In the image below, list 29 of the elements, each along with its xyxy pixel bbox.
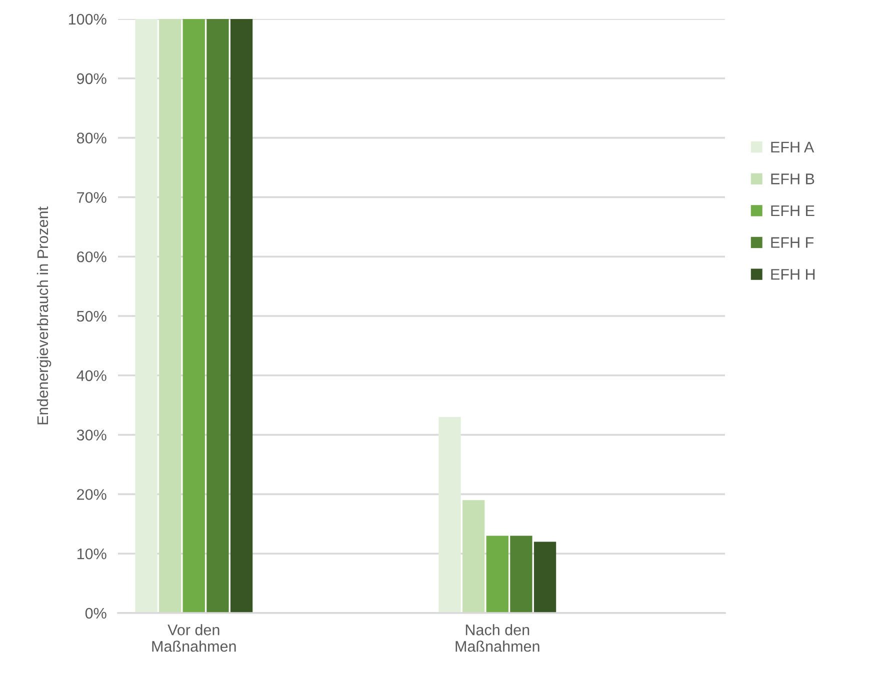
bar	[230, 19, 253, 613]
y-tick-label: 70%	[77, 192, 106, 203]
y-tick-label: 80%	[76, 132, 106, 144]
bar	[135, 19, 158, 613]
legend-label: EFH F	[771, 237, 814, 248]
legend-label: EFH H	[771, 269, 815, 280]
y-tick-label: 0%	[85, 608, 106, 619]
legend-label: EFH E	[771, 205, 814, 216]
y-tick-label: 20%	[77, 489, 106, 500]
x-tick-label: Vor den Maßnahmen	[152, 624, 236, 652]
legend-label: EFH A	[771, 142, 814, 152]
y-tick-label: 50%	[76, 310, 106, 322]
y-tick-label: 90%	[77, 73, 106, 84]
bar	[486, 536, 508, 613]
y-tick-label: 40%	[76, 370, 106, 382]
y-tick-label: 30%	[76, 430, 106, 440]
bar	[534, 542, 556, 613]
y-tick-label: 60%	[77, 251, 106, 262]
y-axis-title: Endenergieverbrauch in Prozent	[36, 206, 52, 424]
bar	[438, 416, 461, 613]
y-tick-label: 10%	[77, 548, 106, 560]
bar	[462, 500, 485, 613]
bar	[510, 536, 532, 613]
x-tick-label: Nach den Maßnahmen	[456, 624, 540, 652]
bar	[206, 19, 229, 613]
y-tick-label: 100%	[68, 14, 106, 25]
legend-label: EFH B	[771, 174, 814, 184]
bar	[182, 19, 205, 613]
bar	[158, 19, 182, 613]
